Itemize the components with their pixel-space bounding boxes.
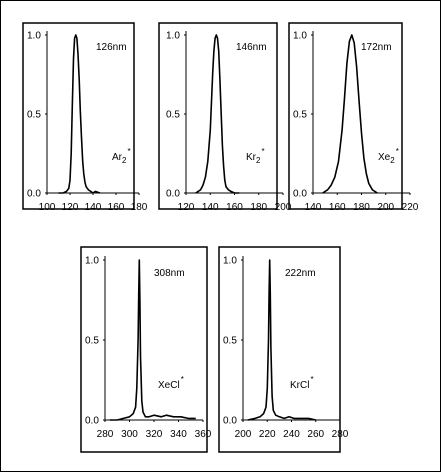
x-tick-label: 220	[259, 429, 276, 440]
species-name: XeCl	[158, 380, 180, 391]
x-tick-label: 180	[131, 202, 148, 213]
y-tick-label: 0.0	[223, 416, 237, 427]
panel-frame	[288, 22, 403, 210]
x-tick-label: 320	[146, 429, 163, 440]
x-tick-label: 100	[39, 202, 56, 213]
species-superscript: *	[310, 375, 313, 384]
species-superscript: *	[181, 375, 184, 384]
x-tick-label: 200	[235, 429, 252, 440]
species-name: Xe	[378, 152, 391, 163]
spectrum-line	[322, 34, 378, 194]
peak-label: 126nm	[96, 42, 127, 53]
spectrum-panel-2: 0.0 0.5 1.0 120 140 160 180 200 146nm Kr2*	[158, 22, 292, 213]
x-tick-label: 280	[332, 429, 349, 440]
species-name: Kr	[246, 152, 257, 163]
x-tick-label: 280	[97, 429, 114, 440]
species-subscript: 2	[390, 156, 395, 165]
panel-frame	[80, 246, 208, 453]
species-superscript: *	[396, 147, 399, 156]
species-label: Kr2*	[246, 147, 265, 165]
x-tick-label: 360	[195, 429, 212, 440]
y-tick-label: 1.0	[293, 31, 307, 42]
species-superscript: *	[261, 147, 264, 156]
x-tick-label: 160	[226, 202, 243, 213]
spectrum-line	[109, 259, 196, 421]
x-tick-label: 140	[305, 202, 322, 213]
x-tick-label: 200	[377, 202, 394, 213]
y-tick-label: 0.0	[166, 189, 180, 200]
peak-label: 308nm	[154, 268, 185, 279]
y-tick-label: 0.0	[293, 189, 307, 200]
x-tick-label: 160	[108, 202, 125, 213]
species-subscript: 2	[122, 156, 127, 165]
peak-label: 146nm	[236, 42, 267, 53]
species-superscript: *	[127, 147, 130, 156]
spectrum-panel-1: 0.0 0.5 1.0 100 120 140 160 180 126nm Ar2*	[22, 22, 148, 213]
spectrum-panel-5: 0.0 0.5 1.0 200 220 240 260 280 222nm KrCl*	[218, 246, 349, 453]
x-tick-label: 120	[62, 202, 79, 213]
x-tick-label: 120	[178, 202, 195, 213]
species-name: KrCl	[290, 380, 309, 391]
y-tick-label: 0.5	[166, 110, 180, 121]
y-tick-label: 0.5	[85, 336, 99, 347]
y-tick-label: 0.5	[223, 336, 237, 347]
y-tick-label: 0.5	[27, 110, 41, 121]
x-tick-label: 300	[121, 429, 138, 440]
peak-label: 172nm	[361, 42, 392, 53]
spectrum-panel-4: 0.0 0.5 1.0 280 300 320 340 360 308nm XeCl*	[80, 246, 212, 453]
x-tick-label: 340	[170, 429, 187, 440]
peak-label: 222nm	[285, 268, 316, 279]
y-tick-label: 1.0	[223, 256, 237, 267]
species-subscript: 2	[256, 156, 261, 165]
x-tick-label: 140	[202, 202, 219, 213]
x-tick-label: 200	[275, 202, 292, 213]
spectrum-line	[195, 34, 240, 194]
species-label: KrCl*	[290, 375, 314, 391]
panel-frame	[218, 246, 341, 453]
x-tick-label: 240	[283, 429, 300, 440]
species-label: Xe2*	[378, 147, 399, 165]
species-name: Ar	[112, 152, 123, 163]
x-tick-label: 140	[85, 202, 102, 213]
y-tick-label: 0.5	[293, 110, 307, 121]
x-tick-label: 180	[353, 202, 370, 213]
species-label: Ar2*	[112, 147, 131, 165]
y-tick-label: 1.0	[27, 31, 41, 42]
y-tick-label: 1.0	[166, 31, 180, 42]
x-tick-label: 220	[402, 202, 419, 213]
y-tick-label: 0.0	[27, 189, 41, 200]
x-tick-label: 260	[307, 429, 324, 440]
panel-frame	[158, 22, 278, 210]
panel-frame	[22, 22, 135, 210]
spectrum-line	[58, 34, 101, 194]
x-tick-label: 160	[329, 202, 346, 213]
y-tick-label: 1.0	[85, 256, 99, 267]
y-tick-label: 0.0	[85, 416, 99, 427]
species-label: XeCl*	[158, 375, 184, 391]
spectrum-line	[247, 259, 316, 421]
spectrum-panel-3: 0.0 0.5 1.0 140 160 180 200 220 172nm Xe2*	[288, 22, 419, 213]
x-tick-label: 180	[250, 202, 267, 213]
